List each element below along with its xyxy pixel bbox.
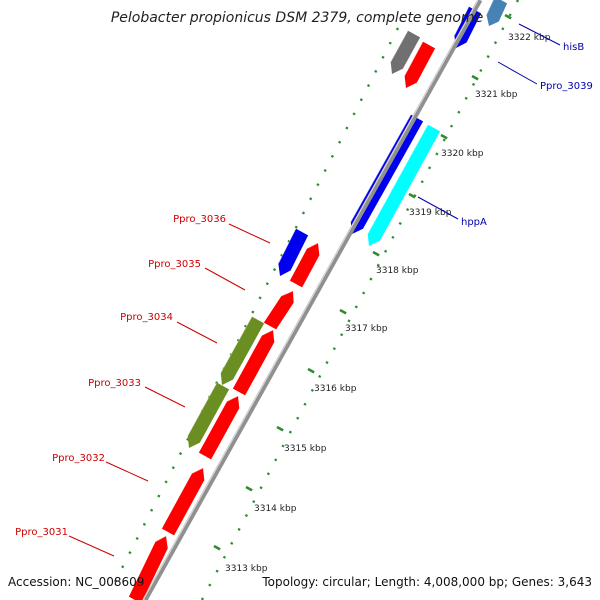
gene-label-hisb[interactable]: hisB [563,42,584,53]
gene-red-mid2[interactable] [232,330,275,396]
ticks-layer: 3322 kbp 3321 kbp 3320 kbp 3319 kbp 3318 kbp… [213,13,551,574]
gene-ppro-3031[interactable] [128,536,168,600]
tick-label: 3316 kbp [314,384,357,394]
tick-label: 3319 kbp [409,208,452,218]
gene-ppro-3036[interactable] [278,228,309,276]
tick-mark [504,13,512,20]
accession-text: Accession: NC_008609 [8,575,144,589]
tick-label: 3321 kbp [475,90,518,100]
backbone-highlight [142,0,479,600]
gene-hisB[interactable] [486,0,508,26]
tick-mark [276,425,284,432]
gc-skew-dots-inner [200,0,520,600]
label-leader [176,321,218,344]
tick-label: 3315 kbp [284,444,327,454]
gene-ppro-3033[interactable] [187,382,230,448]
gene-label-ppro-3031[interactable]: Ppro_3031 [15,527,68,538]
tick-mark [372,250,380,257]
label-leader [417,196,459,220]
gene-ppro-3032[interactable] [161,468,205,536]
map-title: Pelobacter propionicus DSM 2379, complet… [111,10,483,26]
label-leader [144,386,186,408]
gene-ppro-3034[interactable] [220,316,265,385]
label-leader [204,267,246,291]
topology-text: Topology: circular; Length: 4,008,000 bp… [261,575,592,589]
gene-label-ppro-3034[interactable]: Ppro_3034 [120,312,173,323]
gene-label-ppro-3036[interactable]: Ppro_3036 [173,214,226,225]
tick-label: 3322 kbp [508,33,551,43]
tick-label: 3318 kbp [376,266,419,276]
gene-ppro-3035[interactable] [289,243,320,288]
label-leaders-layer [68,23,561,557]
gene-labels-layer: hisB Ppro_3039 hppA Ppro_3036 Ppro_3035 Ppro_… [15,42,593,538]
gene-label-ppro-3032[interactable]: Ppro_3032 [52,453,105,464]
gc-skew-dots-outer [113,27,400,583]
gene-gray[interactable] [390,30,421,74]
label-leader [497,61,538,85]
tick-mark [245,485,253,492]
label-leader [105,461,149,482]
label-leader [518,23,561,46]
genes-layer [128,0,508,600]
tick-mark [408,192,416,199]
label-leader [228,223,271,244]
gene-label-ppro-3033[interactable]: Ppro_3033 [88,378,141,389]
gene-red-top[interactable] [404,41,436,88]
gene-hppA[interactable] [367,124,441,246]
backbone-line [142,0,483,600]
tick-label: 3314 kbp [254,504,297,514]
gene-label-ppro-3035[interactable]: Ppro_3035 [148,259,201,270]
tick-mark [307,367,315,374]
gene-red-mid1[interactable] [263,291,294,330]
gene-label-hppa[interactable]: hppA [461,217,487,228]
tick-label: 3313 kbp [225,564,268,574]
tick-mark [339,308,347,315]
tick-label: 3317 kbp [345,324,388,334]
tick-mark [213,544,221,551]
tick-label: 3320 kbp [441,149,484,159]
tick-mark [440,133,448,140]
label-leader [68,535,115,557]
tick-mark [471,74,479,81]
gene-label-ppro-3039[interactable]: Ppro_3039 [540,81,593,92]
gene-red-mid3[interactable] [198,396,240,460]
